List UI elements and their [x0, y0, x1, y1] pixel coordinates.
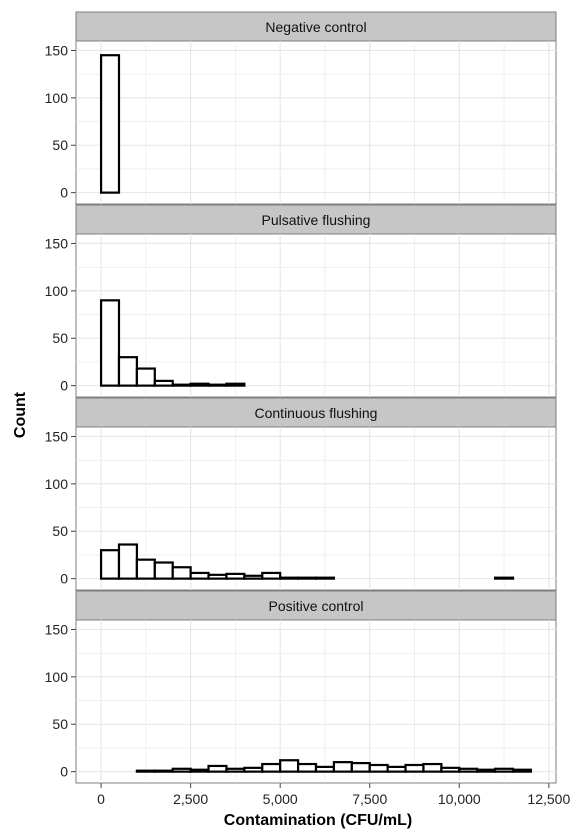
histogram-bar — [314, 576, 336, 580]
histogram-bar — [511, 768, 533, 773]
histogram-bar — [135, 558, 156, 580]
histogram-bar — [189, 768, 210, 773]
facet-strip-label: Continuous flushing — [255, 405, 378, 421]
histogram-bar — [261, 762, 282, 773]
y-tick-label: 50 — [52, 330, 68, 346]
y-tick-label: 150 — [45, 42, 69, 58]
histogram-bar — [207, 764, 228, 773]
histogram-bar — [476, 768, 497, 773]
y-tick-label: 0 — [60, 571, 68, 587]
histogram-bar — [153, 561, 174, 580]
facet-panel: Pulsative flushing 0 50 100 150 — [45, 204, 557, 398]
histogram-bar — [189, 571, 210, 580]
x-axis-title: Contamination (CFU/mL) — [224, 812, 412, 829]
y-tick-label: 50 — [52, 716, 68, 732]
histogram-bar — [99, 54, 121, 194]
histogram-bar — [422, 762, 443, 773]
histogram-bar — [153, 769, 174, 773]
histogram-bar — [207, 383, 228, 387]
y-tick-label: 0 — [60, 185, 68, 201]
y-axis-title: Count — [12, 391, 29, 438]
y-tick-label: 150 — [45, 428, 69, 444]
histogram-bar — [153, 379, 174, 387]
histogram-bar — [494, 767, 515, 773]
histogram-bar — [296, 762, 318, 773]
x-tick-label: 12,500 — [527, 791, 570, 807]
histogram-bar — [171, 767, 192, 773]
histogram-bar — [117, 543, 138, 580]
y-tick-label: 150 — [45, 235, 69, 251]
histogram-bar — [494, 576, 515, 580]
histogram-bar — [189, 382, 210, 387]
facet-panel: Positive control 0 50 100 150 — [45, 590, 557, 784]
histogram-bar — [296, 576, 318, 580]
facet-strip-label: Negative control — [265, 19, 366, 35]
y-tick-label: 0 — [60, 764, 68, 780]
facet-panel: Negative control 0 50 100 150 — [45, 11, 557, 205]
panel-background — [75, 233, 557, 398]
histogram-bar — [207, 573, 228, 580]
x-tick-label: 10,000 — [438, 791, 481, 807]
y-tick-label: 150 — [45, 621, 69, 637]
histogram-bar — [225, 382, 246, 387]
histogram-bar — [171, 383, 192, 387]
y-tick-label: 100 — [45, 669, 69, 685]
facet-strip — [75, 397, 557, 428]
histogram-bar — [135, 769, 156, 773]
panel-background — [75, 40, 557, 205]
x-tick-label: 5,000 — [263, 791, 298, 807]
histogram-bar — [458, 767, 479, 773]
histogram-bar — [386, 765, 407, 773]
y-tick-label: 100 — [45, 476, 69, 492]
x-axis: 0 2,500 5,000 7,500 10,000 12,500 — [97, 783, 570, 807]
histogram-bar — [243, 574, 264, 580]
x-tick-label: 2,500 — [173, 791, 208, 807]
y-tick-label: 50 — [52, 137, 68, 153]
histogram-bar — [99, 549, 121, 580]
y-tick-label: 50 — [52, 523, 68, 539]
histogram-bar — [279, 759, 300, 773]
histogram-bar — [440, 766, 461, 773]
histogram-bar — [279, 576, 300, 580]
histogram-bar — [225, 572, 246, 580]
histogram-bar — [404, 763, 425, 773]
histogram-bar — [225, 767, 246, 773]
histogram-bar — [261, 571, 282, 580]
x-tick-label: 0 — [97, 791, 105, 807]
histogram-bar — [99, 299, 121, 387]
histogram-bar — [243, 766, 264, 773]
y-tick-label: 100 — [45, 283, 69, 299]
facet-strip-label: Pulsative flushing — [262, 212, 371, 228]
panel-background — [75, 619, 557, 784]
histogram-bar — [314, 765, 336, 773]
histogram-bar — [135, 367, 156, 387]
histogram-bar — [332, 761, 353, 773]
y-tick-label: 0 — [60, 378, 68, 394]
facet-strip-label: Positive control — [269, 598, 364, 614]
histogram-bar — [117, 356, 138, 387]
x-tick-label: 7,500 — [352, 791, 387, 807]
facet-strip — [75, 11, 557, 42]
histogram-bar — [171, 566, 192, 580]
histogram-bar — [350, 761, 371, 773]
y-tick-label: 100 — [45, 90, 69, 106]
facet-panel: Continuous flushing 0 50 100 150 — [45, 397, 557, 591]
histogram-bar — [368, 763, 389, 773]
